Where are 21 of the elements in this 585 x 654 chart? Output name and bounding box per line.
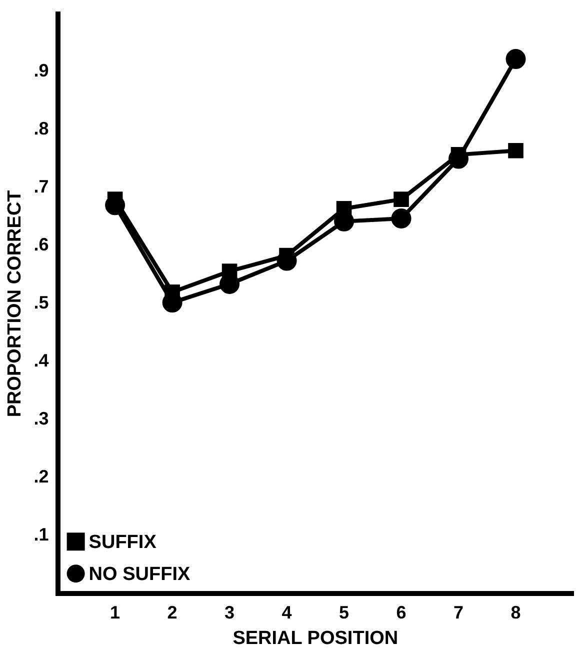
y-tick-label: .7: [34, 176, 49, 197]
legend-label: NO SUFFIX: [88, 564, 190, 585]
x-tick-label: 2: [167, 602, 178, 622]
x-tick-label: 5: [339, 602, 350, 622]
x-axis-title: SERIAL POSITION: [232, 628, 398, 649]
y-axis-title: PROPORTION CORRECT: [4, 190, 26, 418]
y-tick-label: .6: [34, 234, 49, 255]
y-tick-label: .1: [34, 524, 49, 545]
x-tick-label: 3: [224, 602, 235, 622]
x-tick-label: 1: [110, 602, 120, 622]
x-tick-label: 7: [454, 602, 464, 622]
y-tick-label: .2: [34, 466, 49, 487]
y-tick-label: .5: [34, 292, 49, 313]
x-tick-label: 6: [396, 602, 406, 622]
y-tick-label: .9: [34, 60, 49, 81]
y-tick-label: .8: [34, 118, 49, 139]
x-tick-label: 8: [510, 602, 521, 622]
legend-label: SUFFIX: [88, 532, 157, 553]
y-tick-label: .4: [34, 350, 49, 371]
y-tick-label: .3: [34, 408, 49, 429]
x-tick-label: 4: [282, 602, 292, 622]
